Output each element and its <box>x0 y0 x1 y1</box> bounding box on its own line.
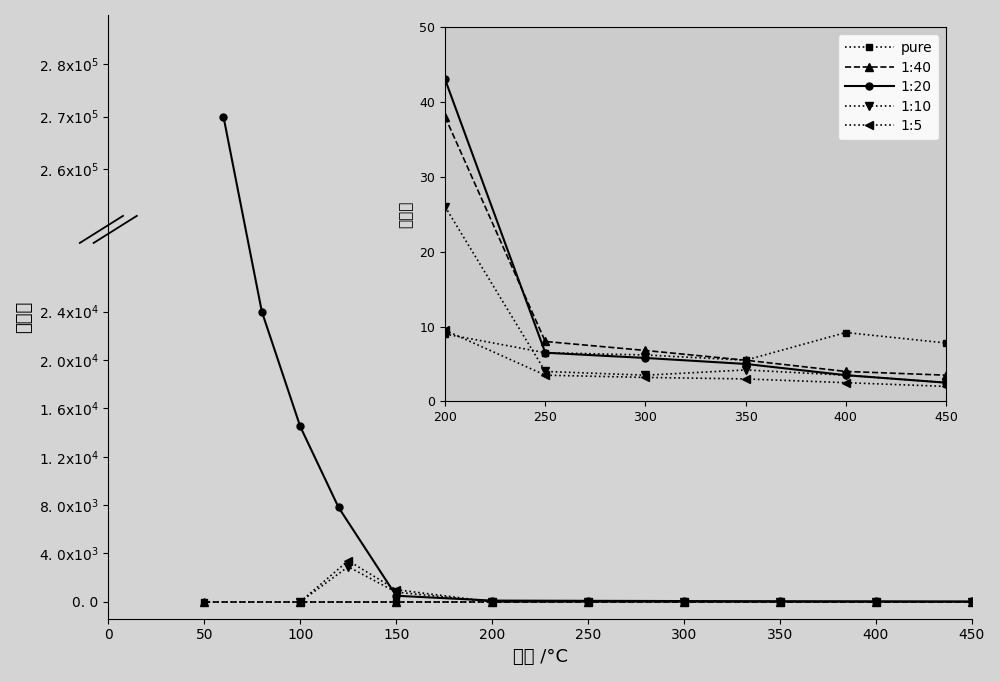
1:20 <box>678 597 690 605</box>
1:10 <box>678 598 690 606</box>
1:5 <box>966 598 978 606</box>
pure <box>582 598 594 606</box>
1:10 <box>390 588 402 596</box>
1:20 <box>774 597 786 605</box>
1:5 <box>390 586 402 594</box>
1:10 <box>774 598 786 606</box>
1:40 <box>390 598 402 606</box>
1:10 <box>342 563 354 571</box>
Y-axis label: 响应值: 响应值 <box>15 301 33 333</box>
1:5 <box>486 598 498 606</box>
1:10 <box>582 598 594 606</box>
1:5 <box>342 556 354 565</box>
1:40 <box>774 598 786 606</box>
1:40 <box>678 598 690 606</box>
1:40 <box>198 598 210 606</box>
1:20 <box>870 597 882 605</box>
1:10 <box>966 598 978 606</box>
1:20 <box>256 308 268 316</box>
1:5 <box>870 598 882 606</box>
1:20 <box>582 597 594 605</box>
1:5 <box>294 598 306 606</box>
1:5 <box>774 598 786 606</box>
pure <box>294 598 306 606</box>
Line: 1:40: 1:40 <box>200 598 976 606</box>
pure <box>198 598 210 606</box>
1:40 <box>294 598 306 606</box>
1:40 <box>966 598 978 606</box>
1:20 <box>217 112 229 121</box>
1:10 <box>870 598 882 606</box>
pure <box>870 598 882 606</box>
pure <box>678 598 690 606</box>
1:20 <box>486 597 498 605</box>
1:40 <box>486 598 498 606</box>
pure <box>966 598 978 606</box>
pure <box>774 598 786 606</box>
Line: 1:5: 1:5 <box>296 556 976 606</box>
1:40 <box>870 598 882 606</box>
1:20 <box>966 597 978 605</box>
1:5 <box>582 598 594 606</box>
1:20 <box>333 503 345 511</box>
1:10 <box>486 598 498 606</box>
Line: 1:10: 1:10 <box>296 563 976 606</box>
1:5 <box>678 598 690 606</box>
1:10 <box>294 598 306 606</box>
Line: 1:20: 1:20 <box>220 113 975 605</box>
pure <box>390 598 402 606</box>
pure <box>486 598 498 606</box>
Line: pure: pure <box>201 599 975 605</box>
X-axis label: 温度 /°C: 温度 /°C <box>513 648 568 666</box>
1:40 <box>582 598 594 606</box>
1:20 <box>294 422 306 430</box>
1:20 <box>390 592 402 600</box>
